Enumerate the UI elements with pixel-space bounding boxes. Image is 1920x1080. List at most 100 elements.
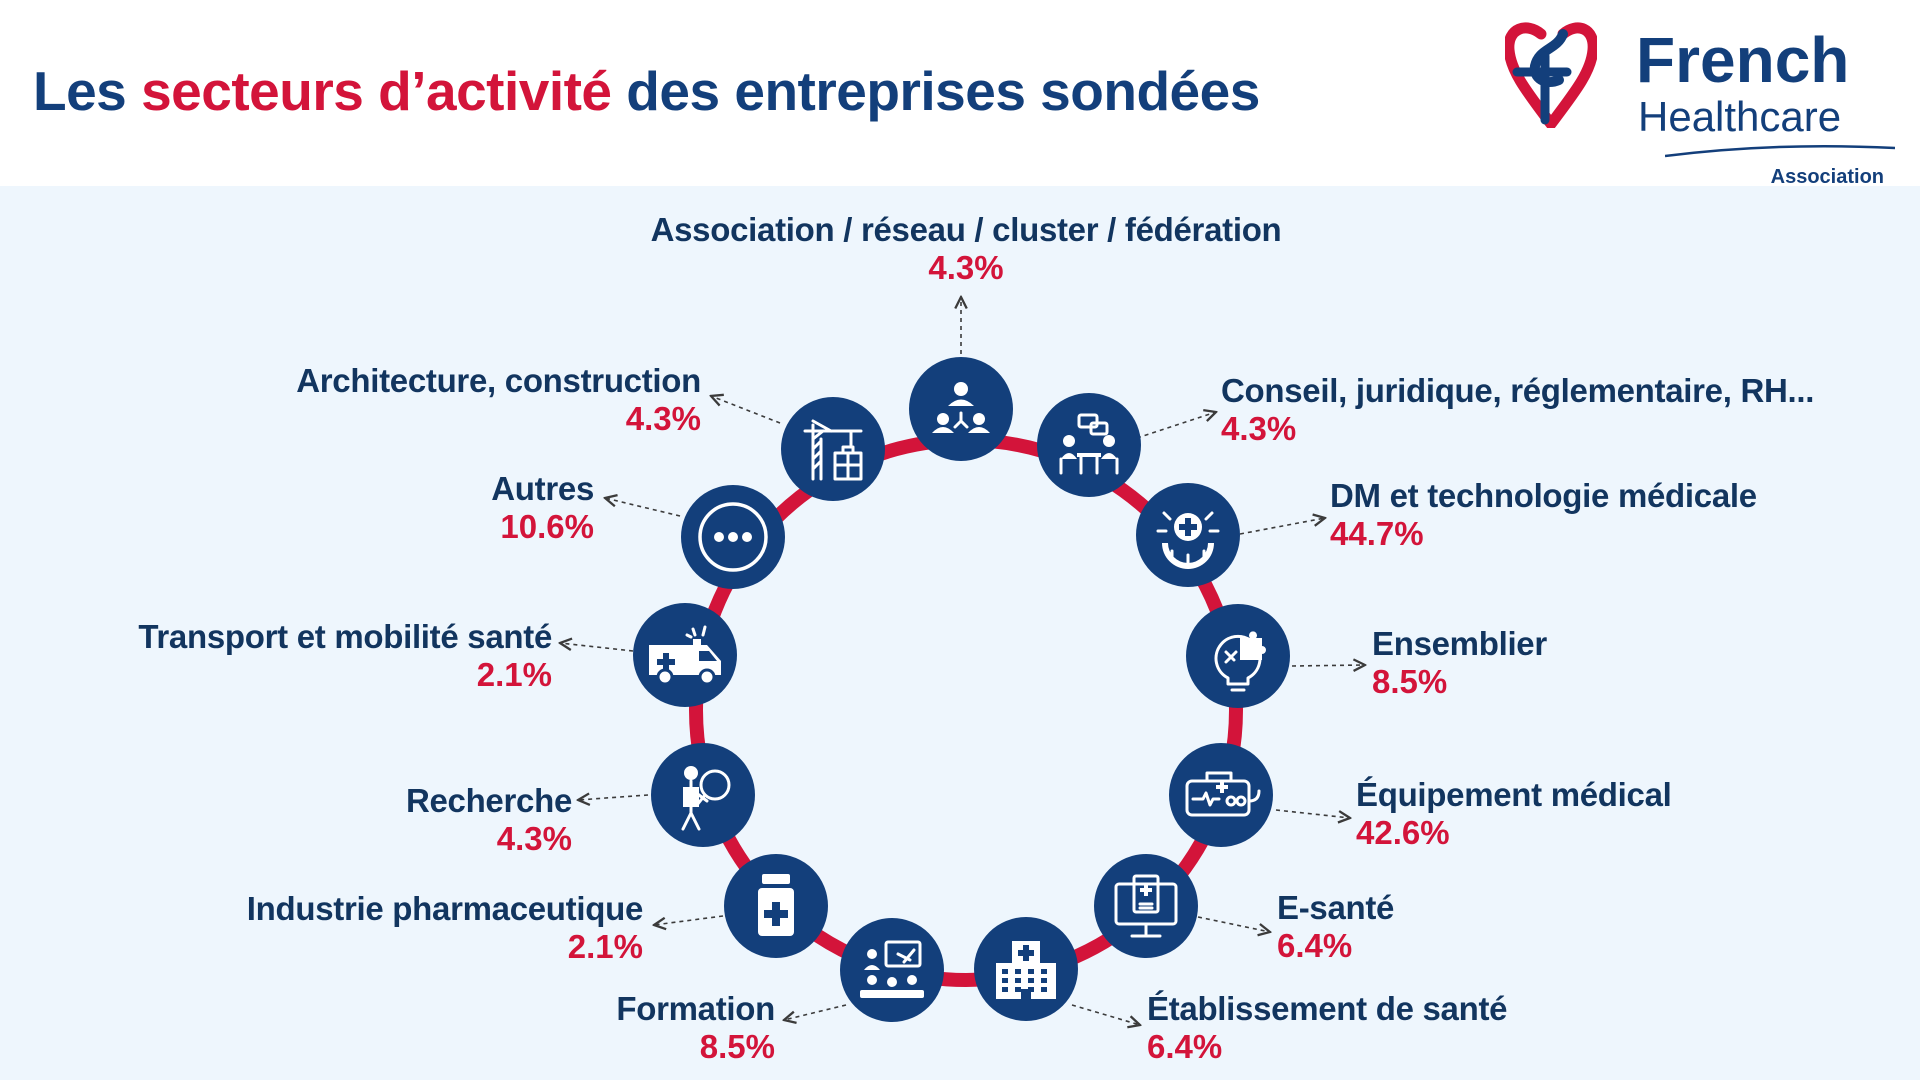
sector-node <box>781 397 885 501</box>
sector-percent: 4.3% <box>1221 410 1297 447</box>
sector-name: Architecture, construction <box>296 362 701 399</box>
connector-arrow <box>1136 412 1216 439</box>
sector-label: Transport et mobilité santé 2.1% <box>138 618 552 694</box>
sector-node <box>633 603 737 707</box>
sector-node <box>1136 483 1240 587</box>
medical-gear-icon <box>1156 511 1220 569</box>
sector-label: Formation 8.5% <box>616 990 775 1066</box>
more-dots-icon <box>698 502 768 572</box>
sector-label: Industrie pharmaceutique 2.1% <box>246 890 644 966</box>
connector-arrow <box>1197 916 1270 932</box>
sector-percent: 8.5% <box>699 1028 775 1065</box>
network-people-icon <box>932 382 990 433</box>
logo-line-3: Association <box>1770 166 1884 188</box>
node-circle <box>840 918 944 1022</box>
sector-node <box>840 918 944 1022</box>
sector-node <box>651 743 755 847</box>
node-circle <box>909 357 1013 461</box>
connector-arrow <box>1275 809 1350 818</box>
connectors <box>560 297 1365 1025</box>
sector-name: Équipement médical <box>1356 776 1672 813</box>
heart-cross-logo-icon <box>1505 22 1597 128</box>
sector-name: Autres <box>491 470 594 507</box>
sector-percent: 44.7% <box>1330 515 1424 552</box>
consulting-meeting-icon <box>1059 413 1119 475</box>
telehealth-monitor-icon <box>1114 874 1178 938</box>
researcher-magnifier-icon <box>681 766 731 831</box>
ambulance-icon <box>649 625 721 686</box>
sector-node <box>1037 393 1141 497</box>
header: Les secteurs d’activité des entreprises … <box>0 0 1920 188</box>
sector-percent: 4.3% <box>496 820 572 857</box>
node-circle <box>1037 393 1141 497</box>
diagram-panel <box>0 186 1920 1080</box>
sector-percent: 2.1% <box>476 656 552 693</box>
sector-node <box>974 917 1078 1021</box>
sector-percent: 8.5% <box>1372 663 1448 700</box>
french-healthcare-logo: French Healthcare Association <box>1505 18 1905 188</box>
sector-percent: 6.4% <box>1277 927 1353 964</box>
connector-arrow <box>711 396 781 424</box>
sector-percent: 4.3% <box>625 400 701 437</box>
sector-name: Transport et mobilité santé <box>138 618 552 655</box>
sector-name: Conseil, juridique, réglementaire, RH... <box>1221 372 1815 409</box>
sector-label: Autres 10.6% <box>491 470 594 546</box>
sector-name: Formation <box>616 990 775 1027</box>
connector-arrow <box>1239 518 1325 535</box>
sector-percent: 6.4% <box>1147 1028 1223 1065</box>
sector-label: DM et technologie médicale 44.7% <box>1330 477 1757 553</box>
page-title: Les secteurs d’activité des entreprises … <box>33 56 1260 126</box>
medical-device-icon <box>1185 771 1261 817</box>
sector-node <box>1094 854 1198 958</box>
sector-node <box>681 485 785 589</box>
sector-name: Ensemblier <box>1372 625 1547 662</box>
sector-label: Association / réseau / cluster / fédérat… <box>566 211 1366 287</box>
pill-bottle-icon <box>758 874 794 936</box>
sector-label: Recherche 4.3% <box>406 782 572 858</box>
sector-percent: 4.3% <box>928 249 1004 286</box>
title-part-2: des entreprises sondées <box>611 60 1260 122</box>
connector-arrow <box>560 643 634 652</box>
logo-line-2: Healthcare <box>1638 93 1842 140</box>
connector-arrow <box>654 915 724 925</box>
sector-label: Conseil, juridique, réglementaire, RH...… <box>1221 372 1814 448</box>
node-circle <box>1169 743 1273 847</box>
connector-arrow <box>784 1004 847 1020</box>
sector-node <box>724 854 828 958</box>
training-class-icon <box>860 940 924 998</box>
logo-swoosh <box>1665 144 1895 158</box>
sector-name: Établissement de santé <box>1147 990 1508 1027</box>
sector-nodes <box>633 357 1290 1022</box>
logo-line-1: French <box>1636 24 1850 96</box>
sector-node <box>1169 743 1273 847</box>
title-accent: secteurs d’activité <box>141 60 612 122</box>
sector-name: DM et technologie médicale <box>1330 477 1757 514</box>
sector-percent: 42.6% <box>1356 814 1450 851</box>
hospital-building-icon <box>996 941 1056 999</box>
title-part-1: Les <box>33 60 142 122</box>
construction-crane-icon <box>803 419 863 481</box>
node-circle <box>1094 854 1198 958</box>
connector-arrow <box>605 498 681 517</box>
sector-label: Équipement médical 42.6% <box>1356 776 1672 852</box>
node-circle <box>651 743 755 847</box>
node-circle <box>1186 604 1290 708</box>
connector-arrow <box>1291 665 1365 666</box>
connector-arrow <box>1071 1004 1140 1025</box>
sector-label: E-santé 6.4% <box>1277 889 1394 965</box>
node-circle <box>781 397 885 501</box>
sector-name: E-santé <box>1277 889 1395 926</box>
puzzle-bulb-icon <box>1214 631 1266 692</box>
sector-label: Architecture, construction 4.3% <box>296 362 701 438</box>
sector-name: Association / réseau / cluster / fédérat… <box>650 211 1282 248</box>
sector-label: Ensemblier 8.5% <box>1372 625 1547 701</box>
sector-label: Établissement de santé 6.4% <box>1147 990 1508 1066</box>
sector-name: Recherche <box>405 782 572 819</box>
connector-arrow <box>578 795 649 800</box>
sector-node <box>1186 604 1290 708</box>
sector-node <box>909 357 1013 461</box>
sector-name: Industrie pharmaceutique <box>246 890 644 927</box>
sector-percent: 10.6% <box>500 508 594 545</box>
sector-percent: 2.1% <box>567 928 643 965</box>
